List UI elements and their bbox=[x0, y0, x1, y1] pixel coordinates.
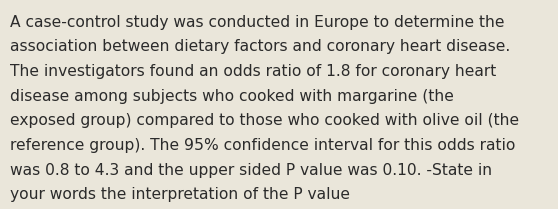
Text: exposed group) compared to those who cooked with olive oil (the: exposed group) compared to those who coo… bbox=[10, 113, 519, 128]
Text: your words the interpretation of the P value: your words the interpretation of the P v… bbox=[10, 187, 350, 202]
Text: The investigators found an odds ratio of 1.8 for coronary heart: The investigators found an odds ratio of… bbox=[10, 64, 496, 79]
Text: reference group). The 95% confidence interval for this odds ratio: reference group). The 95% confidence int… bbox=[10, 138, 516, 153]
Text: A case-control study was conducted in Europe to determine the: A case-control study was conducted in Eu… bbox=[10, 15, 504, 30]
Text: disease among subjects who cooked with margarine (the: disease among subjects who cooked with m… bbox=[10, 89, 454, 104]
Text: association between dietary factors and coronary heart disease.: association between dietary factors and … bbox=[10, 39, 511, 54]
Text: was 0.8 to 4.3 and the upper sided P value was 0.10. -State in: was 0.8 to 4.3 and the upper sided P val… bbox=[10, 163, 492, 178]
